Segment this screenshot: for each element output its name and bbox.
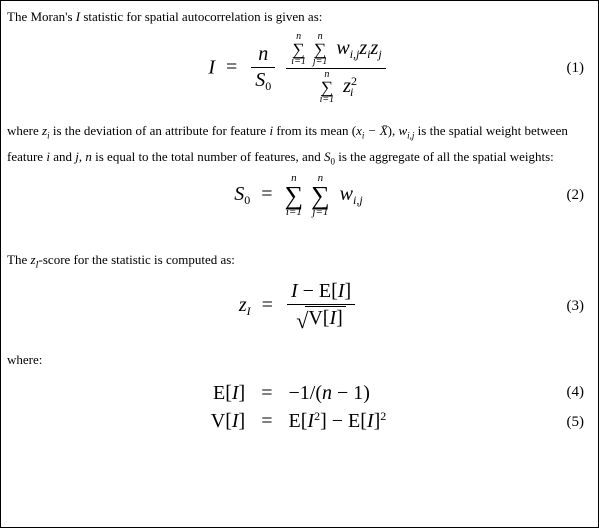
equals: = (261, 183, 272, 205)
term-zi2: z2i (343, 75, 353, 97)
denominator: √V[I] (287, 304, 355, 334)
equation-array: E[I] = −1/(n − 1) V[I] = E[I2] − E[I]2 (203, 380, 395, 435)
var-xbar: X̄ (380, 123, 388, 138)
term-wij: wi,j (336, 37, 359, 59)
var-I: I (208, 56, 215, 78)
equation-3: zI = I − E[I] √V[I] (3) (7, 280, 590, 334)
equals: = (226, 56, 237, 78)
sum-j: n ∑ j=1 (313, 32, 328, 67)
where-text: where: (7, 348, 590, 373)
term-zj: zj (371, 37, 382, 59)
var-zi: zi (42, 123, 50, 138)
sum-i: n ∑ i=1 (285, 173, 304, 218)
equals: = (262, 294, 273, 316)
var-S0: S0 (234, 183, 250, 205)
document-page: The Moran's I statistic for spatial auto… (0, 0, 599, 528)
equation-number-4: (4) (567, 384, 585, 401)
var-zI: zI (239, 294, 251, 316)
sqrt: √V[I] (296, 306, 346, 334)
term-wij: wi,j (340, 183, 363, 205)
equation-2-body: S0 = n ∑ i=1 n ∑ j=1 wi,j (234, 173, 362, 218)
definitions-paragraph: where zi is the deviation of an attribut… (7, 119, 590, 170)
equation-2: S0 = n ∑ i=1 n ∑ j=1 wi,j (2) (7, 173, 590, 218)
eq5-rhs: E[I2] − E[I]2 (281, 407, 395, 435)
text: statistic for spatial autocorrelation is… (80, 9, 322, 24)
sum-i: n ∑ i=1 (320, 70, 335, 105)
text: The Moran's (7, 9, 76, 24)
equation-number-3: (3) (567, 298, 585, 315)
equation-1: I = n S0 n ∑ i=1 n ∑ j=1 (7, 32, 590, 106)
eq5-lhs: V[I] (203, 407, 253, 435)
equation-3-body: zI = I − E[I] √V[I] (239, 280, 358, 334)
numerator: n (251, 43, 275, 67)
equation-number-5: (5) (567, 414, 585, 431)
equation-4-5: E[I] = −1/(n − 1) V[I] = E[I2] − E[I]2 (… (7, 380, 590, 435)
term-zi: zi (359, 37, 370, 59)
zscore-paragraph: The zI-score for the statistic is comput… (7, 248, 590, 274)
equals: = (253, 407, 280, 435)
sum-j: n ∑ j=1 (311, 173, 330, 218)
frac-main: n ∑ i=1 n ∑ j=1 wi,jzizj n ∑ i=1 (286, 32, 385, 106)
eq4-lhs: E[I] (203, 380, 253, 407)
var-zI: zI (30, 252, 38, 267)
sum-i: n ∑ i=1 (291, 32, 306, 67)
equation-number-1: (1) (567, 60, 585, 77)
denominator: S0 (251, 67, 275, 94)
frac-zscore: I − E[I] √V[I] (287, 280, 355, 334)
numerator: I − E[I] (287, 280, 355, 304)
eq4-rhs: −1/(n − 1) (281, 380, 395, 407)
equation-1-body: I = n S0 n ∑ i=1 n ∑ j=1 (208, 32, 388, 106)
denominator: n ∑ i=1 z2i (286, 68, 385, 105)
equation-number-2: (2) (567, 187, 585, 204)
frac-n-over-S0: n S0 (251, 43, 275, 94)
intro-paragraph: The Moran's I statistic for spatial auto… (7, 5, 590, 30)
equals: = (253, 380, 280, 407)
var-S0: S0 (324, 149, 335, 164)
var-wij: wi,j (398, 123, 414, 138)
numerator: n ∑ i=1 n ∑ j=1 wi,jzizj (286, 32, 385, 68)
